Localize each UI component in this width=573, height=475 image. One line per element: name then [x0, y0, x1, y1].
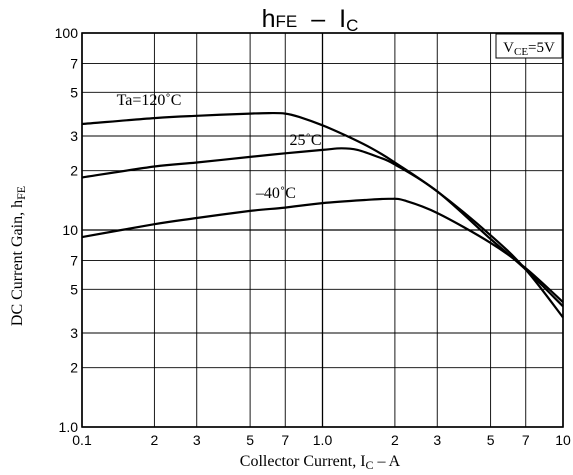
x-tick-label: 7 [522, 432, 530, 448]
x-tick-label: 3 [433, 432, 441, 448]
y-tick-label: 100 [55, 25, 79, 41]
y-tick-label: 1.0 [59, 419, 79, 435]
x-tick-labels: 0.1 2 3 5 7 1.0 2 3 5 7 10 [72, 432, 571, 448]
y-axis-label-pre: DC Current Gain, h [9, 200, 26, 326]
x-axis-label: Collector Current, IC – A [240, 453, 401, 472]
x-axis-label-post: – A [374, 453, 401, 470]
curve-labels: Ta=120˚C 25˚C –40˚C [117, 92, 322, 202]
y-tick-label: 5 [70, 84, 78, 100]
x-tick-label: 10 [555, 432, 571, 448]
title-right: I [339, 5, 346, 33]
y-tick-labels: 1.0 2 3 5 7 10 2 3 5 7 100 [55, 25, 79, 435]
plot-frame [81, 32, 564, 428]
x-axis-label-sub: C [366, 458, 374, 472]
x-tick-label: 5 [487, 432, 495, 448]
curve-label: Ta=120˚C [117, 92, 182, 109]
condition-box: VCE=5V [495, 33, 563, 59]
y-tick-label: 3 [70, 128, 78, 144]
x-tick-label: 1.0 [313, 432, 333, 448]
x-tick-label: 0.1 [72, 432, 92, 448]
x-tick-label: 3 [193, 432, 201, 448]
title-separator: – [311, 5, 325, 33]
condition-label: VCE=5V [503, 40, 555, 58]
condition-sub: CE [514, 46, 528, 58]
y-tick-label: 7 [70, 253, 78, 269]
x-tick-label: 2 [391, 432, 399, 448]
y-tick-label: 5 [70, 281, 78, 297]
title-right-sub: C [346, 16, 358, 35]
series-line-1 [81, 147, 564, 308]
condition-post: =5V [528, 40, 555, 56]
x-tick-label: 2 [150, 432, 158, 448]
curve-label: 25˚C [290, 132, 322, 149]
y-tick-label: 7 [70, 56, 78, 72]
series-line-2 [81, 197, 564, 304]
x-tick-label: 5 [246, 432, 254, 448]
curve-label: –40˚C [255, 185, 296, 202]
y-axis-label-sub: FE [14, 186, 28, 200]
series-group [81, 111, 564, 319]
y-tick-label: 10 [62, 222, 78, 238]
y-tick-label: 2 [70, 163, 78, 179]
x-axis-label-pre: Collector Current, I [240, 453, 366, 470]
x-tick-label: 7 [281, 432, 289, 448]
y-tick-label: 2 [70, 360, 78, 376]
y-tick-label: 3 [70, 325, 78, 341]
title-main: h [262, 5, 276, 33]
series-line-0 [81, 111, 564, 319]
condition-pre: V [503, 40, 514, 56]
y-axis-label: DC Current Gain, hFE [9, 186, 28, 326]
title-main-sub: FE [276, 12, 298, 31]
condition-box-frame [495, 33, 563, 59]
chart-title: hFE – IC [262, 5, 359, 35]
